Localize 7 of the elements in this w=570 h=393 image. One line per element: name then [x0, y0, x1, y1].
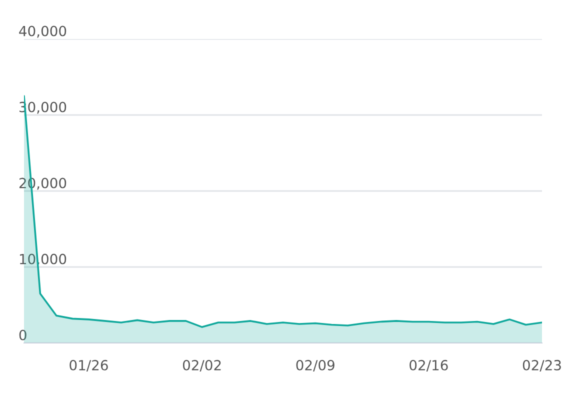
x-tick-label: 02/23 [522, 360, 561, 372]
y-tick-label: 40,000 [19, 26, 66, 38]
x-tick-label: 02/02 [182, 360, 221, 372]
x-tick-label: 02/16 [410, 360, 448, 372]
x-tick-label: 01/26 [70, 360, 108, 372]
x-tick-label: 02/09 [296, 360, 334, 372]
y-tick-label: 0 [19, 330, 26, 340]
